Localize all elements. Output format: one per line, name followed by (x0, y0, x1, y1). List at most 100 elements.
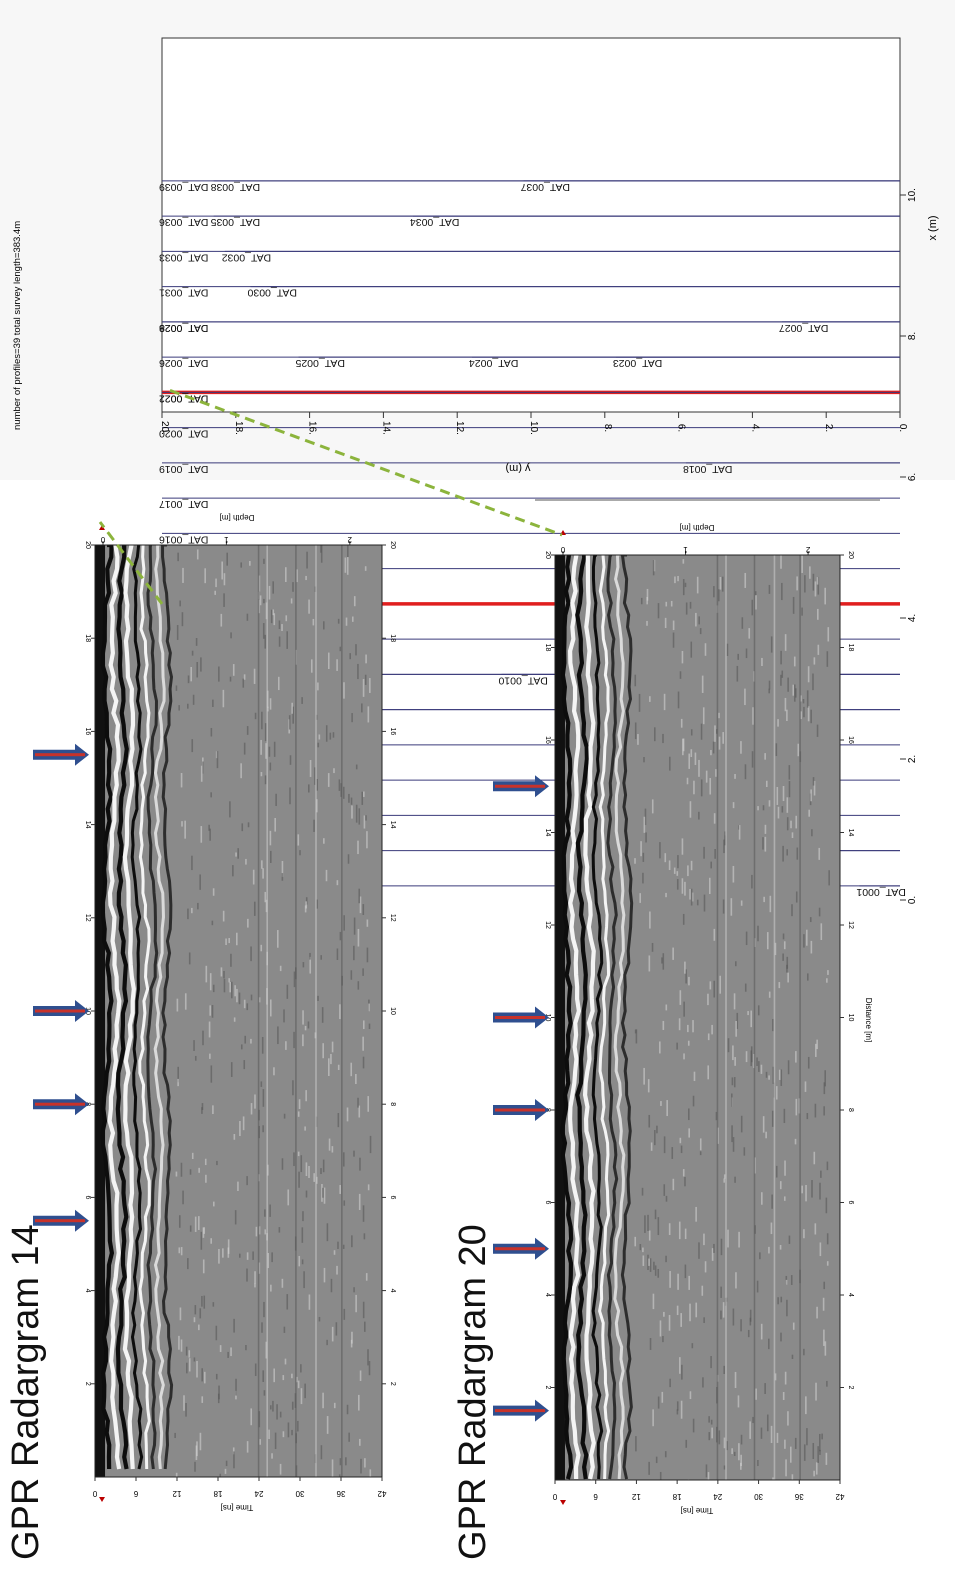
radargram-14-panel: 2244668810101212141416161818202006121824… (5, 513, 396, 1560)
radargram-14-depth-marker (99, 525, 105, 530)
feature-arrow (493, 1006, 549, 1029)
profile-label-dat_0018: DAT_0018 (683, 463, 733, 475)
radargram-14-time-marker (99, 1497, 105, 1502)
profile-label-dat_0037: DAT_0037 (520, 181, 570, 193)
distance-tick-right: 20 (389, 541, 396, 549)
connector-radargram-14 (98, 521, 164, 605)
distance-tick-left: 6 (544, 1201, 551, 1205)
feature-arrow (33, 1093, 89, 1116)
x-tick-label: 4. (907, 614, 918, 622)
radargram-14-reflections (95, 545, 372, 1477)
depth-tick-label: 2 (347, 535, 352, 544)
profile-label-dat_0022: DAT_0022 (159, 392, 209, 404)
distance-tick-right: 20 (847, 551, 854, 559)
y-tick-label: 16. (307, 421, 318, 435)
radargram-14-title: GPR Radargram 14 (5, 1224, 47, 1560)
time-tick-label: 30 (754, 1492, 763, 1501)
time-tick-label: 12 (172, 1489, 181, 1498)
distance-tick-right: 2 (847, 1386, 854, 1390)
profile-label-dat_0020: DAT_0020 (159, 428, 209, 440)
survey-map-frame (161, 37, 901, 413)
radargram-20-arrows (493, 775, 549, 1422)
time-tick-label: 42 (835, 1492, 844, 1501)
time-tick-label: 0 (92, 1489, 97, 1498)
y-tick-label: 10. (528, 421, 539, 435)
distance-tick-right: 12 (389, 914, 396, 922)
feature-arrow (493, 775, 549, 798)
profile-label-dat_0035: DAT_0035 (211, 216, 261, 228)
time-tick-label: 30 (295, 1489, 304, 1498)
feature-arrow (493, 1399, 549, 1422)
distance-tick-left: 20 (544, 551, 551, 559)
distance-tick-right: 12 (847, 921, 854, 929)
feature-arrow (493, 1099, 549, 1121)
radargram-20-title: GPR Radargram 20 (452, 1224, 494, 1560)
x-axis-label: x (m) (927, 215, 939, 240)
profile-label-dat_0030: DAT_0030 (247, 287, 297, 299)
time-tick-label: 18 (213, 1489, 222, 1498)
survey-map: DAT_0001DAT_0002DAT_0003DAT_0004DAT_0005… (12, 37, 939, 905)
x-tick-label: 2. (907, 755, 918, 763)
y-tick-label: 18. (233, 421, 244, 435)
time-tick-label: 36 (336, 1489, 345, 1498)
distance-tick-right: 8 (389, 1102, 396, 1106)
distance-tick-left: 18 (544, 644, 551, 652)
distance-tick-right: 4 (389, 1289, 396, 1293)
connector-lines (98, 388, 563, 605)
profile-label-dat_0039: DAT_0039 (159, 181, 209, 193)
radargram-14-arrows (33, 743, 89, 1232)
distance-tick-left: 4 (544, 1293, 551, 1297)
x-tick-label: 0. (907, 896, 918, 904)
profile-label-dat_0001: DAT_0001 (856, 886, 906, 898)
y-tick-label: 20. (159, 421, 170, 435)
y-tick-label: 2. (823, 424, 834, 432)
distance-tick-right: 8 (847, 1108, 854, 1112)
y-tick-label: 6. (676, 424, 687, 432)
distance-tick-left: 2 (84, 1382, 91, 1386)
y-tick-label: 0. (897, 424, 908, 432)
profile-label-dat_0026: DAT_0026 (159, 357, 209, 369)
feature-arrow (493, 1237, 549, 1260)
distance-tick-left: 20 (84, 541, 91, 549)
profile-label-dat_0038: DAT_0038 (211, 181, 261, 193)
profile-label-dat_0021: DAT_0021 (159, 392, 209, 404)
radargram-20-panel: 2244668810101212141416161818202006121824… (452, 499, 880, 1560)
distance-tick-right: 6 (389, 1195, 396, 1199)
time-tick-label: 6 (593, 1492, 598, 1501)
distance-tick-right: 16 (847, 736, 854, 744)
radargram-14-depth-label: Depth [m] (220, 513, 255, 522)
y-tick-label: 12. (454, 421, 465, 435)
distance-tick-right: 16 (389, 728, 396, 736)
distance-tick-left: 16 (84, 728, 91, 736)
y-axis-label: y (m) (505, 462, 530, 474)
distance-tick-right: 14 (389, 821, 396, 829)
survey-info-text: number of profiles=39 total survey lengt… (12, 221, 23, 430)
profile-label-dat_0025: DAT_0025 (295, 357, 345, 369)
distance-tick-right: 6 (847, 1201, 854, 1205)
distance-tick-left: 16 (544, 736, 551, 744)
radargram-20-time-label: Time [ns] (681, 1506, 714, 1515)
radargram-20-reflections (555, 555, 830, 1480)
y-tick-label: 4. (749, 424, 760, 432)
radargram-14-time-label: Time [ns] (221, 1503, 254, 1512)
time-tick-label: 18 (672, 1492, 681, 1501)
time-tick-label: 24 (713, 1492, 722, 1501)
distance-tick-right: 10 (389, 1007, 396, 1015)
time-tick-label: 12 (631, 1492, 640, 1501)
radargram-20-depth-label: Depth [m] (680, 523, 715, 532)
depth-tick-label: 0 (560, 545, 565, 554)
profile-label-dat_0028: DAT_0028 (159, 322, 209, 334)
profile-label-dat_0010: DAT_0010 (498, 674, 548, 686)
profile-label-dat_0019: DAT_0019 (159, 463, 209, 475)
time-tick-label: 42 (377, 1489, 386, 1498)
distance-tick-right: 14 (847, 829, 854, 837)
profile-label-dat_0024: DAT_0024 (469, 357, 519, 369)
y-tick-label: 8. (602, 424, 613, 432)
profile-label-dat_0034: DAT_0034 (410, 216, 460, 228)
distance-tick-left: 18 (84, 634, 91, 642)
profile-label-dat_0036: DAT_0036 (159, 216, 209, 228)
radargram-20-time-marker (560, 1500, 566, 1505)
profile-label-dat_0032: DAT_0032 (222, 251, 272, 263)
depth-tick-label: 1 (683, 545, 688, 554)
